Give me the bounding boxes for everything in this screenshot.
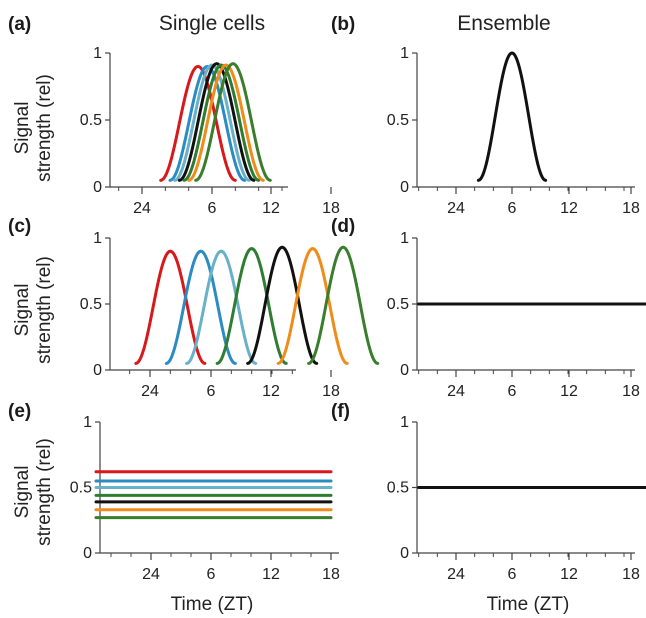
y-tick-label: 1 [400,230,409,247]
series-line-6 [194,62,272,182]
panel-label: (f) [331,401,350,422]
x-tick-label: 18 [322,200,340,217]
ylabel-line2: strength (rel) [34,438,55,546]
ylabel-line2: strength (rel) [34,256,55,364]
y-tick-label: 0 [400,545,409,562]
panel-c: (c) 0 0.5 1 24 6 12 18 [8,216,380,400]
x-tick-label: 18 [322,566,340,583]
y-tick-label: 0.5 [387,112,409,129]
x-tick-label: 12 [560,566,578,583]
series-line-6 [307,245,380,365]
series-line-4 [182,63,261,182]
y-tick-label: 0.5 [387,296,409,313]
ylabel-line1: Signal [12,466,33,519]
panel-b: (b) 0 0.5 1 24 6 12 18 [331,14,640,217]
x-tick-label: 18 [622,383,640,400]
ylabel-row-3: Signal strength (rel) [12,438,55,546]
x-tick-label: 18 [622,566,640,583]
panel-a: (a) 0 0.5 1 24 6 12 18 [8,14,340,217]
panel-d: (d) 0 0.5 1 24 6 12 18 [331,216,646,400]
y-tick-label: 1 [400,45,409,62]
x-tick-label: 12 [262,566,280,583]
panel-label: (e) [8,401,31,422]
y-tick-label: 0.5 [80,296,102,313]
x-tick-label: 6 [207,566,216,583]
series-line-0 [134,249,207,365]
x-tick-label: 6 [508,383,517,400]
series-line-0 [476,51,548,182]
y-tick-label: 0 [93,179,102,196]
ylabel-line2: strength (rel) [34,74,55,182]
x-tick-label: 6 [508,200,517,217]
xlabel-left: Time (ZT) [171,594,254,615]
series-line-0 [159,64,237,182]
y-tick-label: 1 [93,230,102,247]
x-tick-label: 24 [447,566,465,583]
panel-label: (d) [331,216,355,237]
xlabel-right: Time (ZT) [487,594,570,615]
series-line-1 [168,64,247,182]
x-tick-label: 24 [142,566,160,583]
x-tick-label: 24 [447,200,465,217]
series-line-3 [177,62,256,182]
y-tick-label: 0.5 [70,480,92,497]
panel-label: (b) [331,14,355,35]
series-line-3 [215,247,288,365]
ylabel-line1: Signal [12,102,33,155]
x-tick-label: 6 [508,566,517,583]
series-line-5 [187,63,265,182]
y-tick-label: 0 [83,545,92,562]
y-tick-label: 0.5 [387,480,409,497]
x-tick-label: 12 [262,383,280,400]
y-tick-label: 0 [400,362,409,379]
column-title-ensemble: Ensemble [457,12,550,35]
ylabel-row-1: Signal strength (rel) [12,74,55,182]
panels: (a) 0 0.5 1 24 6 12 18 (b) 0 0.5 1 24 6 12 18 (c) 0 0.5 1 24… [8,14,646,583]
x-tick-label: 12 [262,200,280,217]
panel-f: (f) 0 0.5 1 24 6 12 18 [331,401,646,583]
y-tick-label: 0.5 [80,112,102,129]
x-tick-label: 6 [207,383,216,400]
x-tick-label: 18 [322,383,340,400]
series-line-5 [276,247,349,365]
x-tick-label: 24 [141,383,159,400]
y-tick-label: 1 [83,414,92,431]
x-tick-label: 6 [208,200,217,217]
series-line-2 [185,249,258,365]
x-tick-label: 12 [560,383,578,400]
series-line-2 [173,63,251,182]
ylabel-line1: Signal [12,284,33,337]
y-tick-label: 1 [93,45,102,62]
y-tick-label: 0 [93,362,102,379]
series-line-4 [246,245,319,365]
y-tick-label: 1 [400,414,409,431]
ylabel-row-2: Signal strength (rel) [12,256,55,364]
x-tick-label: 24 [133,200,151,217]
x-tick-label: 24 [447,383,465,400]
panel-e: (e) 0 0.5 1 24 6 12 18 [8,401,340,583]
x-tick-label: 12 [560,200,578,217]
x-tick-label: 18 [622,200,640,217]
panel-label: (a) [8,14,31,35]
panel-label: (c) [8,216,31,237]
series-line-1 [164,249,237,365]
column-title-single-cells: Single cells [159,12,265,35]
y-tick-label: 0 [400,179,409,196]
